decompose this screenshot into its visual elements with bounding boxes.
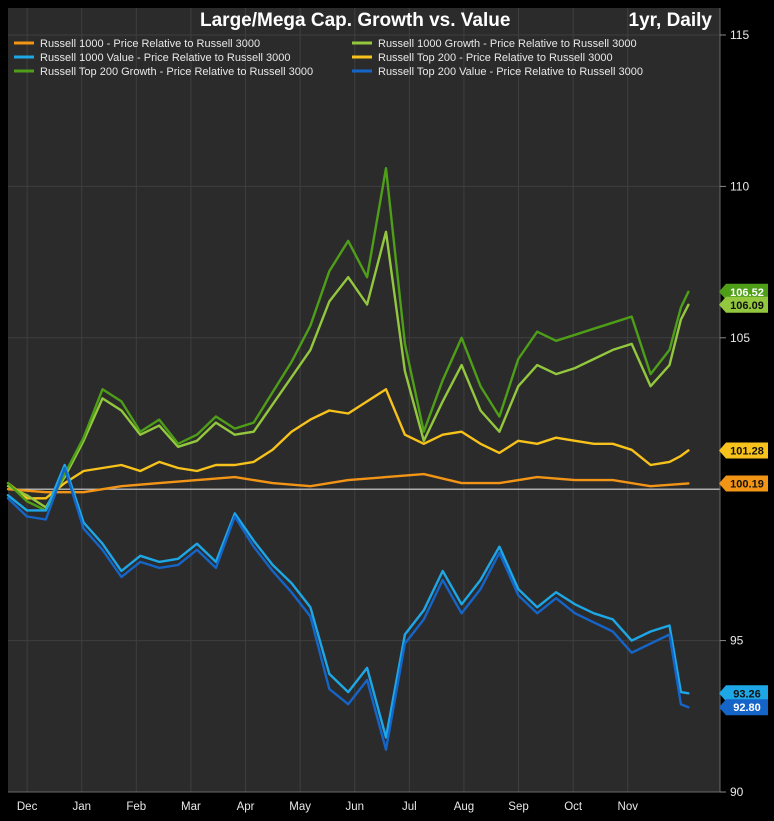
x-tick-label: May [289, 801, 311, 813]
legend-item-label: Russell 1000 Value - Price Relative to R… [40, 52, 290, 64]
series-lines [6, 166, 690, 751]
chart-subtitle: 1yr, Daily [629, 10, 713, 31]
y-tick-label: 90 [730, 785, 744, 799]
legend: Russell 1000 - Price Relative to Russell… [14, 38, 643, 78]
series-line [6, 466, 690, 751]
plot-area [8, 8, 720, 792]
last-value-label: 100.19 [730, 478, 764, 490]
y-axis-ticks: 90 95 105 110 115 [720, 28, 750, 799]
y-tick-label: 95 [730, 634, 744, 648]
last-value-label: 93.26 [733, 688, 761, 700]
x-tick-label: Jan [72, 801, 91, 813]
x-tick-label: Aug [454, 801, 474, 813]
legend-item-label: Russell Top 200 - Price Relative to Russ… [378, 52, 613, 64]
x-axis-ticks: Dec Jan Feb Mar Apr May Jun Jul Aug Sep Oct Nov [17, 801, 638, 813]
last-value-tag [719, 685, 768, 702]
x-tick-label: Apr [237, 801, 255, 813]
series-line [6, 472, 690, 494]
x-tick-label: Mar [181, 801, 201, 813]
x-tick-label: Oct [564, 801, 583, 813]
x-tick-label: Jun [345, 801, 364, 813]
legend-item-label: Russell 1000 Growth - Price Relative to … [378, 38, 637, 50]
last-value-label: 92.80 [733, 702, 761, 714]
x-tick-label: Jul [402, 801, 417, 813]
x-tick-label: Sep [508, 801, 528, 813]
y-tick-label: 105 [730, 331, 750, 345]
legend-item-label: Russell Top 200 Value - Price Relative t… [378, 66, 643, 78]
grid-lines [8, 8, 720, 793]
x-tick-label: Nov [618, 801, 639, 813]
chart-title: Large/Mega Cap. Growth vs. Value [200, 10, 510, 31]
series-line [6, 166, 690, 512]
last-value-tag [719, 283, 768, 300]
x-tick-label: Dec [17, 801, 38, 813]
legend-item-label: Russell 1000 - Price Relative to Russell… [40, 38, 260, 50]
last-value-label: 106.52 [730, 287, 764, 299]
last-value-tag [719, 296, 768, 313]
last-value-label: 106.09 [730, 300, 764, 312]
last-value-label: 101.28 [730, 445, 764, 457]
last-value-tag [719, 475, 768, 492]
y-tick-label: 110 [730, 179, 749, 193]
series-line [6, 230, 690, 509]
legend-item-label: Russell Top 200 Growth - Price Relative … [40, 66, 313, 78]
last-value-tag [719, 699, 768, 716]
y-tick-label: 115 [730, 28, 749, 42]
series-line [6, 463, 690, 739]
x-tick-label: Feb [126, 801, 146, 813]
series-line [6, 388, 690, 500]
last-value-tag [719, 442, 768, 459]
